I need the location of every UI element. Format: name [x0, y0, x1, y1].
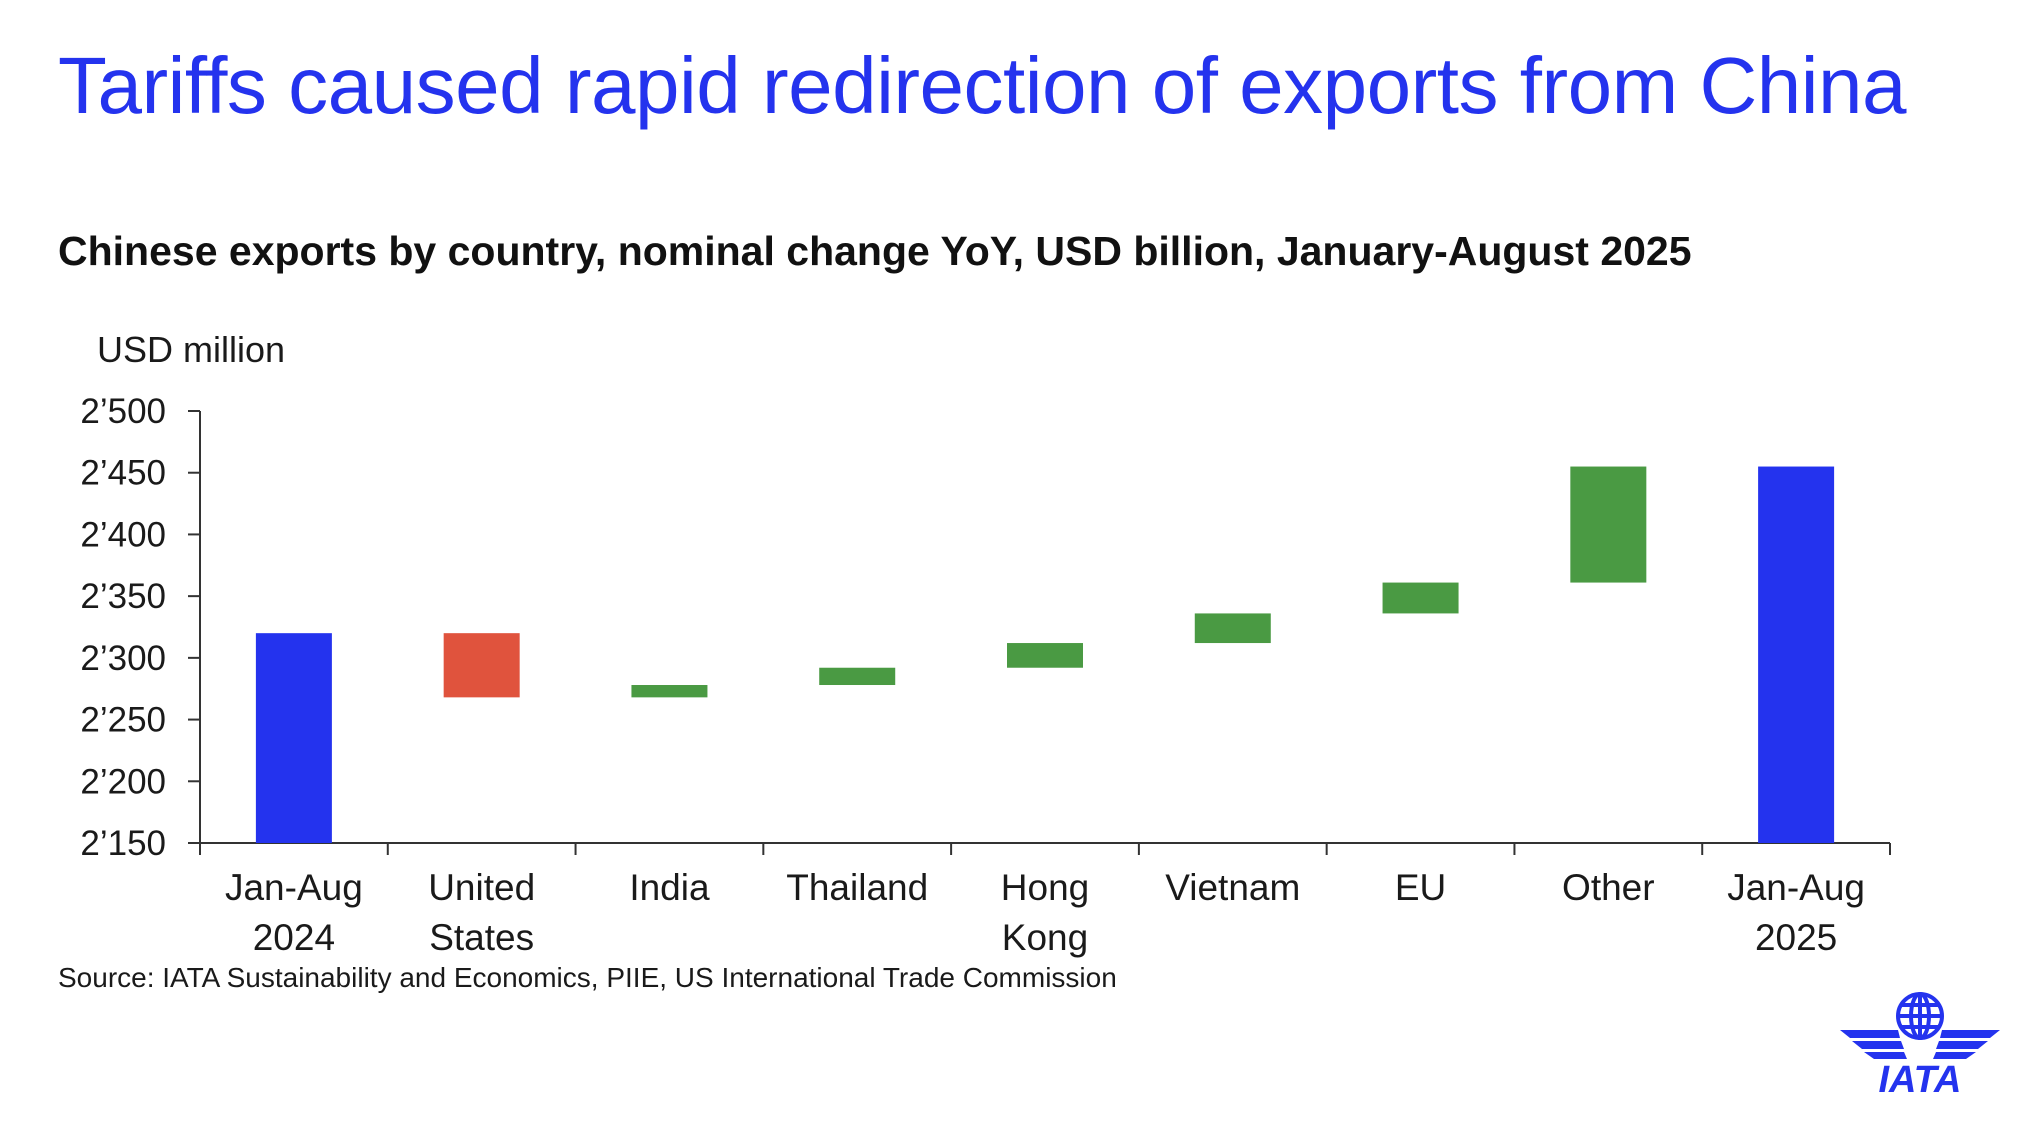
- x-category-label: Jan-Aug: [1727, 867, 1865, 908]
- bar-increase: [631, 685, 708, 698]
- source-note: Source: IATA Sustainability and Economic…: [58, 962, 1117, 993]
- bar-increase: [1382, 582, 1459, 614]
- x-category-label: Thailand: [786, 867, 928, 908]
- x-axis-labels: Jan-Aug 2024 United States India Thailand Hong…: [225, 867, 1865, 958]
- y-tick-label: 2’300: [80, 639, 166, 678]
- bar-decrease: [443, 633, 520, 698]
- x-category-label: States: [429, 917, 534, 958]
- y-tick-label: 2’250: [80, 701, 166, 740]
- bar-increase: [1007, 643, 1083, 668]
- y-axis: 2’150 2’200 2’250 2’300 2’350 2’400 2’450 2’500: [80, 392, 201, 863]
- bar-increase: [1194, 613, 1271, 644]
- bar-total: [255, 633, 332, 843]
- y-tick-label: 2’450: [80, 454, 166, 493]
- x-category-label: India: [629, 867, 710, 908]
- bar-total: [1758, 466, 1835, 843]
- x-category-label: EU: [1395, 867, 1446, 908]
- y-tick-label: 2’350: [80, 577, 166, 616]
- x-category-label: Other: [1562, 867, 1655, 908]
- y-tick-label: 2’400: [80, 515, 166, 554]
- x-category-label: 2024: [253, 917, 335, 958]
- x-category-label: Jan-Aug: [225, 867, 363, 908]
- y-tick-label: 2’500: [80, 392, 166, 431]
- bar-increase: [819, 667, 896, 686]
- logo-text: IATA: [1878, 1059, 1961, 1095]
- globe-icon: [1896, 992, 1944, 1040]
- page-title: Tariffs caused rapid redirection of expo…: [58, 41, 1906, 130]
- x-category-label: United: [428, 867, 535, 908]
- x-category-label: Kong: [1002, 917, 1088, 958]
- y-tick-label: 2’200: [80, 762, 166, 801]
- bar-increase: [1570, 466, 1647, 583]
- waterfall-chart: USD million 2’150 2’200 2’250 2’300 2’350 2’4…: [80, 329, 1891, 958]
- y-axis-unit-label: USD million: [97, 329, 285, 370]
- wings-icon: [1840, 1030, 2000, 1059]
- x-category-label: Vietnam: [1165, 867, 1300, 908]
- bars: [255, 466, 1835, 843]
- iata-logo: IATA: [1840, 992, 2000, 1095]
- y-tick-label: 2’150: [80, 824, 166, 863]
- x-axis: [199, 842, 1891, 855]
- x-category-label: Hong: [1001, 867, 1089, 908]
- chart-subtitle: Chinese exports by country, nominal chan…: [58, 228, 1692, 274]
- x-category-label: 2025: [1755, 917, 1837, 958]
